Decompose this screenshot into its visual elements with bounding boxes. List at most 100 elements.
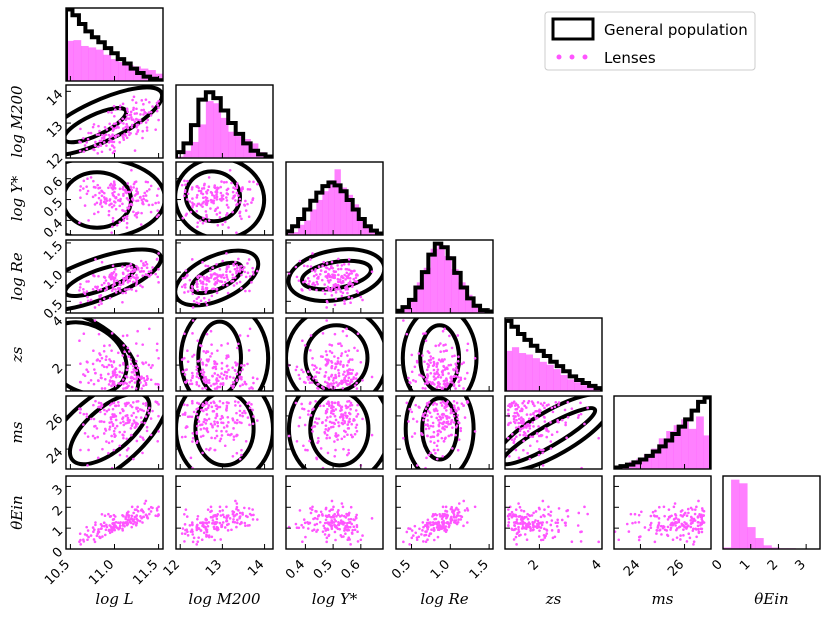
lens-point	[139, 113, 142, 116]
lens-point	[248, 180, 251, 183]
lens-point	[94, 258, 97, 261]
lens-point	[135, 117, 138, 121]
lens-point	[156, 103, 160, 107]
lens-point	[104, 528, 108, 532]
lens-point	[151, 203, 154, 207]
lens-point	[429, 435, 433, 439]
lens-point	[425, 456, 428, 460]
lens-point	[112, 270, 116, 274]
lens-point	[516, 522, 520, 525]
lens-point	[527, 523, 530, 527]
lens-point	[528, 427, 532, 430]
lens-point	[547, 430, 550, 433]
lens-point	[334, 373, 337, 377]
lens-point	[102, 365, 106, 369]
lens-point	[204, 286, 208, 290]
lens-point	[190, 399, 194, 403]
lens-point	[231, 366, 234, 369]
lens-point	[306, 413, 310, 416]
lens-point	[311, 430, 314, 433]
lens-point	[202, 427, 206, 430]
lens-point	[426, 518, 430, 522]
lens-point	[92, 417, 96, 421]
lens-point	[125, 375, 129, 379]
lens-point	[184, 368, 187, 372]
lens-point	[183, 286, 187, 289]
lens-point	[456, 508, 460, 511]
lens-point	[337, 371, 341, 375]
lens-point	[211, 374, 214, 378]
lens-histogram-bar	[525, 354, 534, 391]
lens-point	[118, 280, 122, 284]
lens-point	[525, 426, 528, 429]
lens-point	[130, 505, 134, 509]
lens-point	[211, 266, 215, 270]
lens-point	[418, 527, 421, 531]
lens-point	[96, 435, 100, 439]
lens-point	[143, 421, 147, 425]
lens-point	[457, 518, 460, 521]
lens-point	[549, 447, 553, 450]
lens-point	[117, 126, 120, 129]
lens-point	[649, 523, 652, 527]
lens-point	[429, 521, 432, 524]
lens-point	[130, 424, 134, 427]
legend: General population Lenses	[544, 11, 756, 71]
lens-point	[191, 540, 195, 544]
lens-point	[107, 451, 110, 455]
lens-point	[231, 190, 235, 194]
lens-point	[315, 456, 318, 460]
lens-histogram-bar	[723, 547, 732, 549]
lens-point	[251, 518, 255, 521]
lens-point	[687, 532, 691, 536]
panel-logRe-logU	[285, 239, 384, 314]
lens-point	[227, 421, 230, 424]
lens-point	[427, 365, 430, 369]
lens-point	[199, 370, 203, 374]
lens-point	[85, 290, 89, 293]
lens-point	[130, 203, 134, 207]
lens-point	[234, 260, 237, 264]
lens-point	[244, 199, 247, 203]
lens-point	[531, 528, 535, 532]
lens-point	[518, 433, 522, 437]
lens-histogram-bar	[430, 248, 438, 313]
lens-point	[181, 413, 185, 416]
lens-point	[241, 414, 244, 418]
lens-point	[236, 346, 239, 350]
lens-point	[319, 510, 323, 514]
lens-point	[207, 404, 211, 407]
lens-point	[462, 499, 466, 503]
lens-point	[325, 319, 328, 322]
lens-point	[306, 375, 309, 379]
lens-point	[236, 182, 239, 185]
lens-point	[133, 120, 137, 124]
lens-point	[529, 529, 532, 532]
lens-point	[207, 378, 211, 382]
panel-content	[402, 499, 477, 546]
lens-point	[235, 264, 239, 267]
lens-point	[252, 513, 255, 517]
lens-point	[140, 266, 144, 270]
lens-point	[110, 231, 113, 234]
lens-point	[89, 378, 93, 382]
lens-point	[143, 264, 147, 267]
lens-point	[210, 509, 213, 513]
lens-point	[250, 513, 253, 517]
lens-point	[111, 216, 115, 220]
lens-point	[149, 417, 153, 420]
lens-point	[336, 438, 339, 441]
lens-point	[149, 510, 153, 513]
lens-point	[340, 294, 344, 298]
lens-point	[142, 194, 145, 198]
lens-point	[330, 365, 333, 369]
lens-point	[125, 288, 129, 291]
panel-frame	[65, 475, 164, 550]
lens-point	[452, 368, 455, 371]
lens-histogram-bar	[581, 385, 589, 391]
lens-point	[675, 521, 679, 524]
y-axis-label-logRe: log Re	[8, 252, 26, 300]
lens-histogram-bar	[340, 187, 347, 235]
lens-point	[333, 454, 337, 458]
lens-point	[523, 404, 526, 408]
